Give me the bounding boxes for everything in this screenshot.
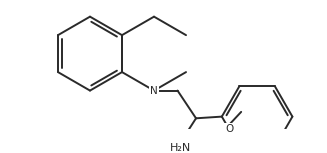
- Text: O: O: [225, 124, 233, 134]
- Text: N: N: [150, 86, 158, 96]
- Text: H₂N: H₂N: [170, 144, 192, 153]
